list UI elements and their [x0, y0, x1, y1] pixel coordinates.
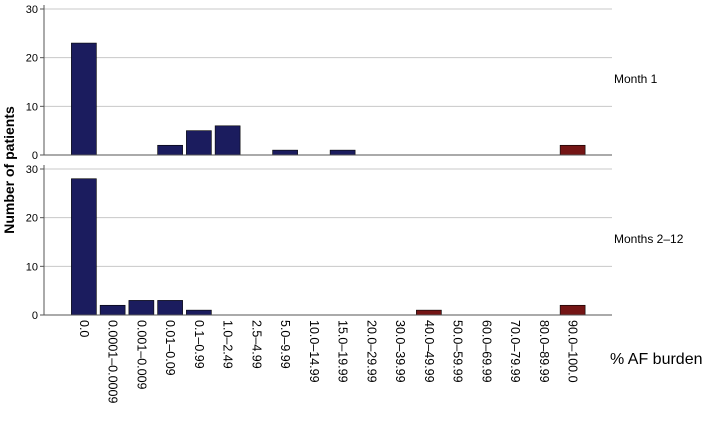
x-tick-label: 10.0–14.99: [307, 320, 321, 383]
bar-months2-12-2: [128, 300, 155, 316]
x-tick-label: 0.0: [77, 320, 91, 337]
y-tick-label: 20: [26, 213, 38, 225]
axis-layer: [40, 5, 612, 316]
x-tick-label: 1.0–2.49: [221, 320, 235, 369]
bar-month1-4: [186, 130, 212, 156]
x-tick-label: 15.0–19.99: [336, 320, 350, 383]
y-tick-label: 20: [26, 53, 38, 65]
x-tick-label: 5.0–9.99: [278, 320, 292, 369]
bar-month1-0: [71, 42, 97, 156]
x-tick-label: 0.01–0.09: [163, 320, 177, 376]
panel-label: Months 2–12: [614, 232, 684, 246]
y-tick-label: 30: [26, 164, 38, 176]
y-tick-label: 30: [26, 4, 38, 16]
bar-months2-12-0: [71, 178, 97, 316]
y-tick-label: 0: [32, 310, 38, 322]
panel-label: Month 1: [614, 72, 658, 86]
y-tick-label: 10: [26, 101, 38, 113]
grid-layer: [44, 8, 612, 267]
bar-months2-12-3: [157, 300, 183, 316]
bars-layer: [71, 42, 586, 316]
text-layer: 0 10 20 30 Month 1 0 10 20 30 Months 2–12 0.0 0.000…: [26, 4, 684, 403]
y-tick-label: 10: [26, 261, 38, 273]
x-tick-label: 40.0–49.99: [422, 320, 436, 383]
x-tick-label: 0.0001–0.0009: [106, 320, 120, 403]
bar-months2-12-4: [186, 309, 212, 316]
x-tick-label: 50.0–59.99: [451, 320, 465, 383]
bar-month1-9: [329, 149, 356, 156]
bar-month1-3: [157, 144, 183, 156]
x-tick-label: 90.0–100.0: [566, 320, 580, 383]
x-tick-label: 60.0–69.99: [479, 320, 493, 383]
x-tick-label: 0.001–0.009: [134, 320, 148, 390]
y-axis-title: Number of patients: [1, 106, 17, 234]
bar-month1-5: [214, 125, 241, 156]
bar-months2-12-12: [416, 309, 442, 316]
bar-month1-17: [559, 144, 586, 156]
x-tick-label: 2.5–4.99: [249, 320, 263, 369]
x-tick-label: 70.0–79.99: [508, 320, 522, 383]
bar-month1-7: [272, 149, 298, 156]
x-tick-label: 30.0–39.99: [393, 320, 407, 383]
y-tick-label: 0: [32, 150, 38, 162]
bar-months2-12-1: [99, 304, 126, 316]
x-tick-label: 0.1–0.99: [192, 320, 206, 369]
x-tick-label: 20.0–29.99: [364, 320, 378, 383]
bar-months2-12-17: [559, 304, 586, 316]
x-tick-label: 80.0–89.99: [537, 320, 551, 383]
x-axis-title: % AF burden: [610, 351, 703, 368]
